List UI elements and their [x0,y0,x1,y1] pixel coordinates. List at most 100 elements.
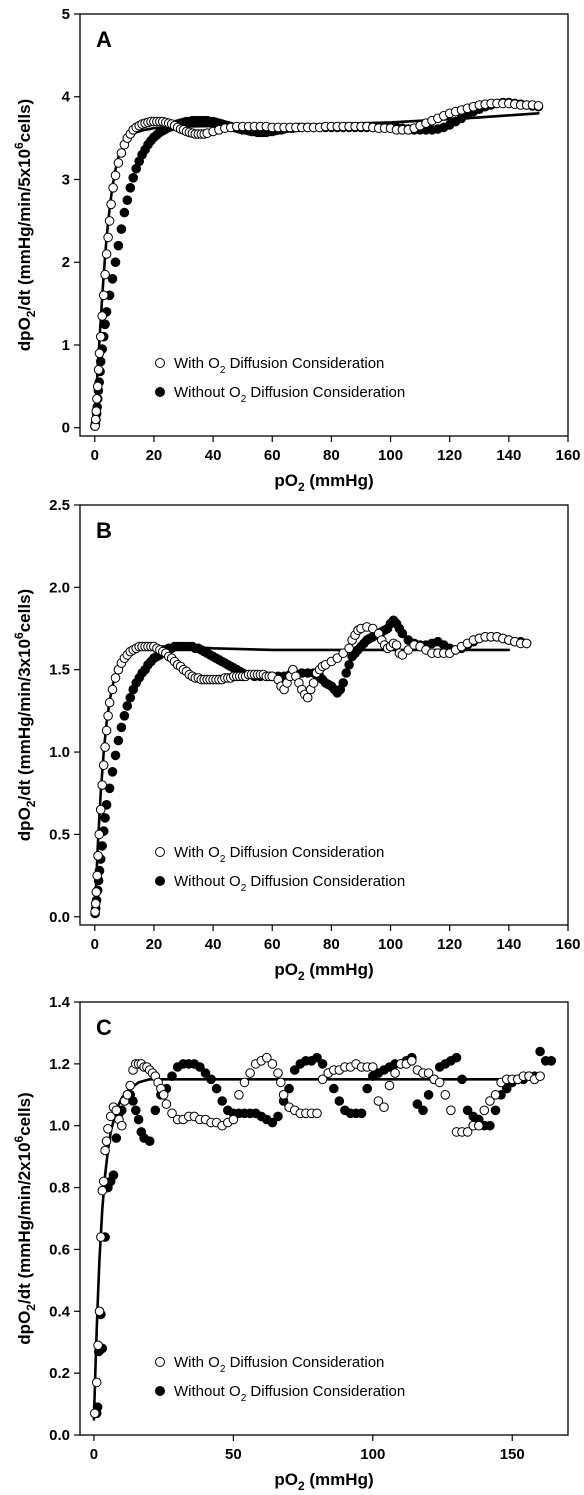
open-data-point [92,394,102,404]
y-tick-label: 0.8 [49,1180,70,1197]
filled-data-point [457,1074,467,1085]
open-data-point [423,1068,434,1078]
filled-data-point [362,1083,373,1094]
filled-data-point [119,711,130,721]
y-tick-label: 2.0 [49,579,70,596]
filled-data-point [267,1117,278,1128]
y-tick-label: 1 [62,337,70,354]
plot-frame [79,13,569,437]
x-tick-label: 40 [205,447,222,464]
y-tick-label: 2 [62,254,70,271]
legend-marker [155,876,165,886]
open-data-point [93,1340,103,1351]
open-data-point [308,678,319,688]
x-tick-label: 100 [360,1446,385,1463]
filled-data-point [312,1052,322,1063]
filled-data-point [95,356,106,367]
y-tick-label: 3 [62,171,70,188]
open-data-point [95,804,106,815]
open-data-point [474,1120,484,1131]
panel-letter: A [96,27,112,52]
x-tick-label: 150 [500,1446,525,1463]
y-tick-label: 0.5 [49,826,70,843]
open-data-point [234,1090,244,1100]
legend-entry: With O2 Diffusion Consideration [174,355,384,376]
legend-marker [155,358,165,368]
open-data-point [101,249,112,259]
filled-data-point [338,678,349,688]
chart-panel-a: A 0 20 40 60 80 100 120 140 160 0 1 2 3 4 5 pO2 (mmHg) dp… [12,6,581,494]
open-data-point [110,170,121,181]
x-tick-label: 40 [205,936,222,953]
filled-data-point [535,1046,545,1057]
open-data-point [344,643,354,654]
x-tick-label: 120 [437,936,462,953]
x-axis-label: pO2 (mmHg) [274,471,373,494]
open-data-point [111,1105,122,1116]
open-data-point [312,1108,322,1119]
filled-data-point [418,1105,428,1116]
filled-data-point [206,1074,216,1085]
filled-data-point [451,1052,462,1063]
open-data-point [101,1136,112,1146]
open-data-point [91,887,102,897]
x-tick-label: 140 [496,447,521,464]
filled-data-point [195,1062,205,1072]
open-data-point [122,1090,133,1100]
x-tick-label: 60 [264,936,281,953]
y-axis-label: dpO2/dt (mmHg/min/2x106cells) [12,1092,38,1344]
open-data-point [103,1124,113,1134]
y-tick-label: 0.0 [49,909,70,926]
open-data-point [105,1111,116,1122]
filled-data-point [107,767,118,777]
open-data-point [90,898,101,909]
open-data-point [101,725,112,736]
open-data-point [91,406,102,417]
open-data-point [125,1080,135,1091]
open-data-point [379,1102,389,1112]
open-data-point [485,1096,495,1106]
filled-data-point [334,1096,345,1106]
open-data-point [273,1068,283,1078]
x-tick-label: 80 [323,936,340,953]
x-tick-label: 160 [555,447,580,464]
open-data-point [100,742,110,752]
filled-data-point [423,1090,434,1100]
filled-data-point [111,1133,122,1143]
open-data-point [100,1145,110,1156]
open-data-point [103,232,113,243]
y-tick-label: 5 [62,6,70,23]
filled-data-point [125,183,136,193]
open-data-point [462,1127,473,1137]
legend-marker [155,387,165,397]
filled-data-point [284,1083,294,1094]
filled-data-point [341,668,352,678]
open-data-point [368,1062,378,1072]
filled-data-point [122,195,133,205]
open-data-point [90,907,100,917]
filled-data-point [128,173,138,183]
open-data-point [94,348,105,359]
open-data-point [104,216,115,226]
open-data-point [95,331,106,342]
panel-letter: B [96,518,112,543]
filled-data-point [462,1105,473,1116]
plot-area [90,1046,557,1421]
chart-panel-b: B 0 20 40 60 80 100 120 140 160 0.0 0.5 1.0 1.5 2.0 2.5… [12,497,581,983]
open-data-point [106,199,116,210]
open-data-point [161,1099,172,1109]
open-data-point [267,1059,278,1069]
filled-data-point [125,692,136,703]
filled-data-point [490,1105,501,1116]
open-data-point [390,1068,400,1078]
open-data-point [407,1056,417,1066]
y-tick-label: 1.4 [49,994,71,1011]
legend-entry: Without O2 Diffusion Consideration [174,384,405,405]
x-tick-label: 120 [437,447,462,464]
open-data-point [94,829,104,840]
open-data-point [97,311,107,321]
y-tick-label: 0.6 [49,1241,70,1258]
x-tick-label: 140 [496,936,521,953]
open-data-point [90,414,101,425]
